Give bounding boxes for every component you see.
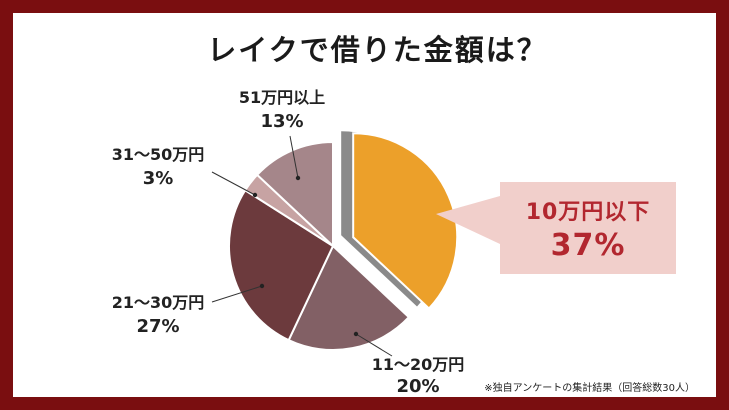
leader-dot bbox=[353, 331, 359, 337]
pie-slice bbox=[228, 188, 335, 342]
slice-label: 21～30万円 bbox=[112, 293, 205, 312]
slice-label: 31～50万円 bbox=[112, 145, 205, 164]
pie-slice bbox=[287, 244, 411, 351]
slice-label: 51万円以上 bbox=[239, 88, 325, 107]
leader-dot bbox=[295, 175, 301, 181]
chart-title: レイクで借りた金額は？ bbox=[193, 27, 563, 73]
callout-slice-percent: 37% bbox=[550, 228, 626, 263]
slice-percent: 27% bbox=[136, 316, 179, 337]
leader-dot bbox=[259, 283, 265, 289]
highlight-callout: 10万円以下 37% bbox=[500, 182, 676, 274]
leader-line bbox=[289, 135, 299, 179]
slice-percent: 20% bbox=[396, 376, 439, 397]
leader-dot bbox=[252, 192, 258, 198]
pie-slice bbox=[255, 140, 334, 249]
slice-label: 11～20万円 bbox=[372, 355, 465, 374]
slice-percent: 3% bbox=[143, 168, 174, 189]
footnote: ※独自アンケートの集計結果（回答総数30人） bbox=[484, 383, 695, 394]
leader-line bbox=[211, 285, 263, 303]
leader-line bbox=[211, 171, 256, 196]
pie-slice bbox=[352, 132, 459, 310]
slice-percent: 13% bbox=[260, 111, 303, 132]
callout-pointer bbox=[436, 196, 500, 244]
callout-slice-label: 10万円以下 bbox=[525, 200, 651, 225]
leader-line bbox=[355, 333, 393, 357]
